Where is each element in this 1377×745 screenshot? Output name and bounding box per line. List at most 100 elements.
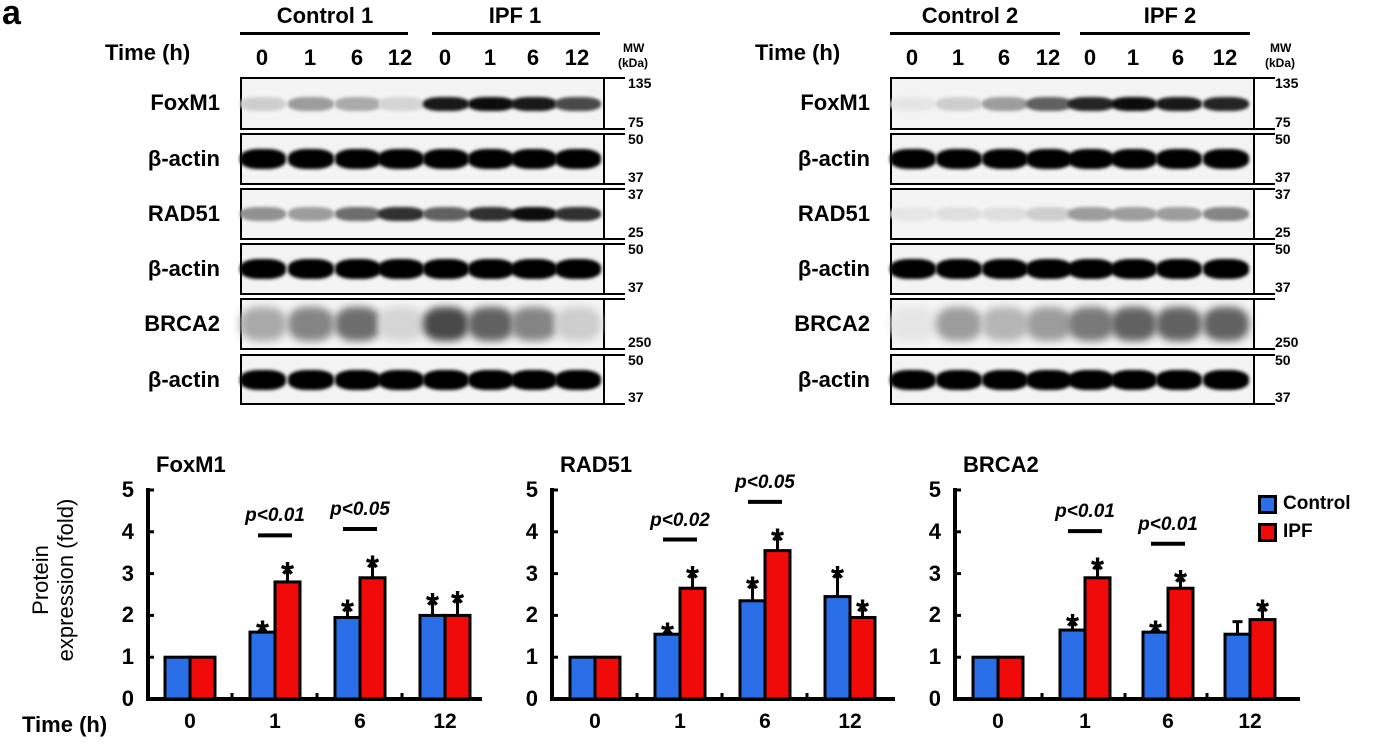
- blot-membrane: [890, 77, 1255, 130]
- p-value-label: p<0.01: [1055, 501, 1115, 523]
- protein-band: [1026, 149, 1072, 169]
- mw-marker-tick: [1253, 188, 1275, 190]
- lane-label: 12: [387, 45, 413, 70]
- x-tick-label: 1: [269, 710, 281, 733]
- significance-star: *: [366, 549, 380, 587]
- protein-band: [1203, 369, 1249, 390]
- mw-marker-bottom: 75: [628, 114, 644, 130]
- lane-label: 6: [350, 45, 364, 70]
- bar-control: [418, 613, 447, 701]
- protein-band: [1156, 259, 1202, 279]
- protein-band: [423, 96, 469, 111]
- y-axis-label: Protein expression (fold): [28, 465, 78, 695]
- bar-ipf: [358, 576, 387, 701]
- y-tick-label: 4: [525, 518, 538, 544]
- legend-label-control: Control: [1283, 493, 1351, 514]
- bar-ipf: [763, 549, 792, 701]
- protein-band: [555, 307, 601, 341]
- protein-band: [555, 207, 601, 221]
- blot-membrane: [240, 243, 605, 295]
- blot-membrane: [890, 354, 1255, 405]
- blot-membrane: [240, 133, 605, 185]
- protein-band: [982, 369, 1028, 390]
- protein-band: [1026, 259, 1072, 279]
- x-tick-label: 1: [1079, 710, 1091, 733]
- time-label: Time (h): [755, 40, 841, 65]
- blot-row-label: β-actin: [147, 256, 220, 281]
- mw-marker-tick: [603, 238, 625, 240]
- mw-marker-bottom: 37: [1275, 169, 1291, 185]
- y-tick-label: 2: [928, 602, 941, 628]
- protein-band: [936, 149, 982, 169]
- mw-marker-top: 37: [628, 186, 644, 202]
- protein-band: [890, 307, 936, 341]
- x-tick-label: 6: [354, 710, 366, 733]
- legend-item-ipf: IPF: [1258, 521, 1351, 543]
- bar-ipf: [996, 655, 1025, 701]
- protein-band: [936, 369, 982, 390]
- y-tick-label: 3: [525, 560, 538, 586]
- significance-star: *: [746, 570, 760, 608]
- y-tick-label: 0: [121, 686, 134, 711]
- protein-band: [982, 307, 1028, 341]
- mw-marker-tick: [1253, 183, 1275, 185]
- bar-control: [1223, 632, 1252, 701]
- protein-band: [240, 259, 286, 279]
- protein-band: [468, 369, 514, 390]
- bar-ipf: [188, 655, 217, 701]
- y-tick-label: 0: [928, 686, 941, 711]
- protein-band: [1068, 149, 1114, 169]
- protein-band: [1026, 96, 1072, 111]
- protein-band: [982, 259, 1028, 279]
- protein-band: [378, 207, 424, 221]
- significance-star: *: [1066, 608, 1080, 646]
- mw-marker-tick: [1253, 243, 1275, 245]
- group-label: Control 2: [921, 3, 1019, 28]
- mw-marker-top: 50: [628, 352, 644, 368]
- significance-star: *: [856, 593, 870, 631]
- protein-band: [240, 369, 286, 390]
- legend-label-ipf: IPF: [1283, 521, 1313, 542]
- mw-marker-bottom: 37: [1275, 279, 1291, 295]
- y-tick-label: 5: [121, 477, 134, 502]
- protein-band: [511, 207, 557, 221]
- protein-band: [288, 149, 334, 169]
- blot-row-label: FoxM1: [150, 90, 220, 115]
- protein-band: [555, 369, 601, 390]
- protein-band: [511, 149, 557, 169]
- mw-marker-tick: [603, 298, 625, 300]
- protein-band: [335, 96, 381, 111]
- significance-star: *: [686, 560, 700, 598]
- protein-band: [335, 149, 381, 169]
- chart-title: BRCA2: [963, 452, 1039, 477]
- protein-band: [555, 149, 601, 169]
- mw-marker-tick: [1253, 77, 1275, 79]
- significance-star: *: [771, 522, 785, 560]
- protein-band: [423, 149, 469, 169]
- mw-marker-top: 50: [1275, 241, 1291, 257]
- bar-control: [163, 655, 192, 701]
- protein-band: [511, 307, 557, 341]
- blot-row-label: RAD51: [797, 201, 870, 226]
- protein-band: [468, 207, 514, 221]
- bar-ipf: [273, 580, 302, 701]
- y-tick-label: 3: [928, 560, 941, 586]
- mw-marker-tick: [603, 293, 625, 295]
- mw-marker-tick: [603, 77, 625, 79]
- protein-band: [423, 307, 469, 341]
- blot-membrane: [240, 298, 605, 350]
- group-underline: [1080, 32, 1250, 35]
- y-axis-label-line1: Protein: [28, 545, 53, 615]
- protein-band: [936, 207, 982, 221]
- blot-row-label: β-actin: [797, 367, 870, 392]
- protein-band: [1203, 96, 1249, 111]
- mw-marker-bottom: 37: [628, 169, 644, 185]
- protein-band: [423, 369, 469, 390]
- protein-band: [890, 96, 936, 111]
- mw-marker-top: 135: [1275, 75, 1299, 91]
- y-tick-label: 2: [121, 602, 134, 628]
- protein-band: [982, 207, 1028, 221]
- mw-marker-tick: [603, 133, 625, 135]
